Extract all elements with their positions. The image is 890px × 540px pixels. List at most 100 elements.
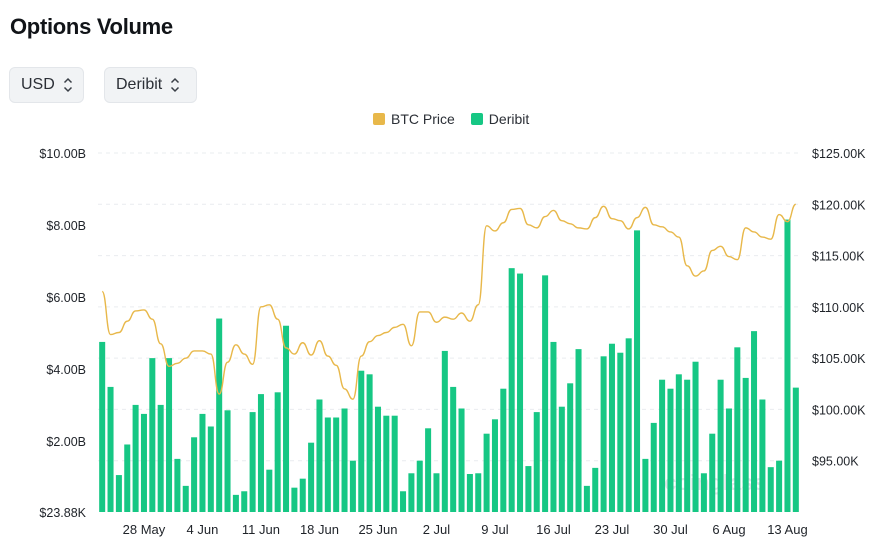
bar-deribit	[241, 491, 248, 512]
bar-deribit	[709, 433, 716, 512]
bar-deribit	[751, 331, 758, 512]
y-left-tick-label: $6.00B	[46, 291, 86, 305]
bar-deribit	[725, 408, 732, 512]
bar-deribit	[558, 406, 565, 512]
y-left-tick-label: $8.00B	[46, 219, 86, 233]
bar-deribit	[207, 426, 214, 512]
bar-deribit	[425, 428, 432, 512]
bar-deribit	[734, 347, 741, 512]
legend-label-deribit: Deribit	[488, 111, 530, 127]
bar-deribit	[383, 415, 390, 512]
bar-deribit	[533, 412, 540, 512]
exchange-select[interactable]: Deribit	[104, 67, 197, 103]
y-right-tick-label: $105.00K	[812, 352, 866, 366]
bar-deribit	[316, 399, 323, 512]
bar-deribit	[174, 458, 181, 512]
y-right-tick-label: $110.00K	[812, 301, 865, 315]
bar-deribit	[700, 473, 707, 512]
bar-deribit	[500, 388, 507, 512]
bar-deribit	[792, 387, 799, 512]
bar-deribit	[567, 383, 574, 512]
bar-deribit	[759, 399, 766, 512]
bar-deribit	[199, 413, 206, 512]
bar-deribit	[166, 358, 173, 512]
currency-select[interactable]: USD	[9, 67, 84, 103]
bar-deribit	[266, 469, 273, 512]
currency-select-value: USD	[21, 76, 55, 93]
bar-deribit	[216, 318, 223, 512]
bar-deribit	[742, 377, 749, 512]
bar-deribit	[659, 379, 666, 512]
x-tick-label: 6 Aug	[712, 522, 745, 537]
x-tick-label: 11 Jun	[242, 522, 280, 537]
bar-deribit	[341, 408, 348, 512]
bar-deribit	[107, 386, 114, 512]
bar-deribit	[684, 379, 691, 512]
bar-deribit	[408, 473, 415, 512]
bar-deribit	[232, 494, 239, 512]
bar-deribit	[483, 433, 490, 512]
bar-deribit	[157, 404, 164, 512]
bar-deribit	[333, 417, 340, 512]
legend-item-deribit[interactable]: Deribit	[470, 111, 530, 127]
bar-deribit	[374, 406, 381, 512]
legend-swatch-deribit	[470, 113, 483, 125]
x-tick-label: 28 May	[123, 522, 166, 537]
bar-deribit	[224, 410, 231, 512]
x-tick-label: 9 Jul	[481, 522, 509, 537]
bar-deribit	[517, 273, 524, 512]
legend-swatch-btc-price	[373, 113, 385, 125]
x-tick-label: 16 Jul	[536, 522, 571, 537]
legend-label-btc-price: BTC Price	[391, 111, 455, 127]
bar-deribit	[475, 473, 482, 512]
bar-deribit	[675, 374, 682, 512]
bar-deribit	[692, 361, 699, 512]
y-right-tick-label: $115.00K	[812, 250, 865, 264]
x-tick-label: 25 Jun	[358, 522, 397, 537]
y-left-tick-label: $10.00B	[39, 147, 86, 161]
bar-deribit	[575, 349, 582, 512]
bar-deribit	[466, 473, 473, 512]
bar-deribit	[299, 478, 306, 512]
chart-legend: BTC Price Deribit	[373, 111, 545, 127]
bar-deribit	[182, 485, 189, 512]
x-tick-label: 4 Jun	[187, 522, 219, 537]
bar-deribit	[115, 475, 122, 512]
bar-deribit	[366, 374, 373, 512]
bar-deribit	[650, 422, 657, 512]
bar-deribit	[767, 467, 774, 512]
bar-deribit	[600, 356, 607, 512]
bar-deribit	[458, 408, 465, 512]
bar-deribit	[441, 350, 448, 512]
bar-deribit	[308, 442, 315, 512]
bar-deribit	[667, 388, 674, 512]
x-tick-label: 18 Jun	[300, 522, 339, 537]
bar-deribit	[324, 417, 331, 512]
bar-deribit	[717, 379, 724, 512]
bar-deribit	[391, 415, 398, 512]
bar-deribit	[140, 413, 147, 512]
y-left-tick-label: $4.00B	[46, 363, 86, 377]
bar-deribit	[358, 370, 365, 512]
bar-deribit	[617, 352, 624, 512]
bar-deribit	[349, 460, 356, 512]
bar-deribit	[191, 437, 198, 512]
bar-deribit	[776, 460, 783, 512]
bar-deribit	[491, 419, 498, 512]
bar-deribit	[450, 386, 457, 512]
bar-deribit	[542, 275, 549, 512]
bar-deribit	[508, 268, 515, 512]
y-right-tick-label: $125.00K	[812, 147, 866, 161]
bar-deribit	[291, 487, 298, 512]
bar-deribit	[550, 341, 557, 512]
bar-deribit	[99, 341, 106, 512]
exchange-select-value: Deribit	[116, 76, 163, 93]
bar-deribit	[642, 458, 649, 512]
bar-deribit	[149, 358, 156, 512]
legend-item-btc-price[interactable]: BTC Price	[373, 111, 455, 127]
bar-deribit	[249, 412, 256, 512]
bar-deribit	[592, 467, 599, 512]
y-right-tick-label: $100.00K	[812, 403, 866, 417]
x-tick-label: 2 Jul	[423, 522, 451, 537]
